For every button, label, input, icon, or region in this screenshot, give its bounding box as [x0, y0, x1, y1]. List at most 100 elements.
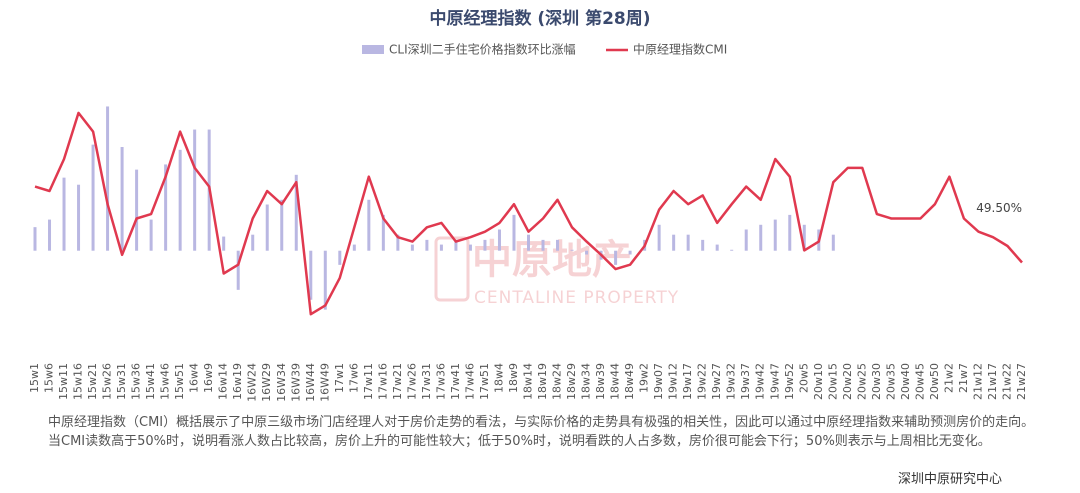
x-tick-label: 18w9: [507, 363, 520, 393]
bar: [730, 249, 734, 251]
bar: [425, 239, 429, 251]
bar: [222, 236, 226, 251]
bar: [323, 250, 327, 310]
x-tick-label: 21w17: [986, 363, 999, 400]
x-tick-label: 18w34: [580, 363, 593, 400]
x-tick-label: 19w22: [696, 363, 709, 400]
bar: [33, 227, 37, 251]
bar: [338, 250, 342, 265]
x-tick-label: 17w51: [478, 363, 491, 400]
chart-title: 中原经理指数 (深圳 第28周): [429, 8, 650, 29]
x-tick-label: 18w19: [536, 363, 549, 400]
bar: [788, 214, 792, 251]
bar: [541, 239, 545, 251]
bar: [497, 229, 501, 251]
x-tick-label: 17w1: [333, 363, 346, 393]
x-tick-label: 20w10: [812, 363, 825, 400]
x-tick-label: 20w25: [855, 363, 868, 400]
x-tick-label: 21w7: [957, 363, 970, 393]
x-tick-label: 15w41: [144, 363, 157, 400]
x-tick-label: 17w6: [347, 363, 360, 393]
bar: [410, 244, 414, 251]
x-tick-label: 15w16: [72, 363, 85, 400]
bar: [831, 234, 835, 251]
x-tick-label: 15w36: [130, 363, 143, 400]
legend-swatch: [362, 45, 384, 54]
x-tick-label: 16w19: [231, 363, 244, 400]
bar: [773, 219, 777, 251]
x-tick-label: 18w39: [594, 363, 607, 400]
x-tick-label: 19w52: [783, 363, 796, 400]
x-tick-label: 19w37: [739, 363, 752, 400]
bar: [280, 199, 284, 251]
x-tick-label: 17w26: [405, 363, 418, 400]
bar: [48, 219, 52, 251]
x-tick-label: 20w20: [841, 363, 854, 400]
bar: [367, 199, 371, 251]
x-tick-label: 15w26: [101, 363, 114, 400]
bar: [193, 129, 197, 251]
bar: [352, 244, 356, 251]
bar: [439, 244, 443, 251]
x-tick-label: 15w1: [28, 363, 41, 393]
bar: [744, 229, 748, 251]
bar: [468, 244, 472, 251]
x-tick-label: 16w9: [202, 363, 215, 393]
x-tick-label: 20w5: [797, 363, 810, 393]
x-tick-label: 15w21: [86, 363, 99, 400]
x-tick-label: 15w31: [115, 363, 128, 400]
bar: [91, 144, 95, 251]
x-tick-label: 21w12: [971, 363, 984, 400]
bar: [396, 234, 400, 251]
bar: [251, 234, 255, 251]
x-tick-label: 16W34: [275, 363, 288, 402]
bar: [715, 244, 719, 251]
bar: [77, 184, 81, 251]
bar: [527, 234, 530, 251]
x-tick-label: 18w4: [492, 363, 505, 393]
bar: [106, 106, 110, 251]
note: 中原经理指数（CMI）概括展示了中原三级市场门店经理人对于房价走势的看法，与实际…: [48, 415, 1035, 449]
x-tick-label: 17w41: [449, 363, 462, 400]
x-tick-label: 17w31: [420, 363, 433, 400]
x-tick-label: 20w50: [928, 363, 941, 400]
x-tick-label: 17w11: [362, 363, 375, 400]
bar: [294, 174, 298, 251]
x-tick-label: 16W49: [318, 363, 331, 402]
x-tick-label: 16w14: [217, 363, 230, 400]
bar: [701, 239, 705, 251]
x-tick-label: 18w49: [623, 363, 636, 400]
bar: [62, 177, 66, 251]
x-tick-label: 19w27: [710, 363, 723, 400]
x-tick-label: 20w35: [884, 363, 897, 400]
bar: [265, 204, 269, 251]
bar: [614, 250, 618, 265]
x-tick-label: 18w44: [609, 363, 622, 400]
legend-label: 中原经理指数CMI: [633, 42, 727, 57]
x-tick-label: 21w2: [942, 363, 955, 393]
bar: [802, 224, 806, 251]
bar: [556, 239, 560, 251]
bar: [120, 147, 124, 251]
x-tick-label: 17w36: [434, 363, 447, 400]
bar: [135, 169, 139, 251]
x-tick-label: 16W39: [289, 363, 302, 402]
bar: [149, 219, 153, 251]
x-tick-label: 16W44: [304, 363, 317, 402]
bar: [236, 250, 240, 290]
x-tick-label: 16w4: [188, 363, 201, 393]
x-tick-label: 15w51: [173, 363, 186, 400]
x-tick-label: 16W24: [246, 363, 259, 402]
x-tick-label: 17w16: [376, 363, 389, 400]
bar: [585, 250, 589, 255]
bar: [570, 249, 574, 251]
x-tick-label: 19w32: [725, 363, 738, 400]
bar: [686, 234, 690, 251]
source: 深圳中原研究中心: [897, 472, 1002, 487]
x-tick-label: 19w47: [768, 363, 781, 400]
x-tick-label: 19w12: [667, 363, 680, 400]
bar: [657, 224, 661, 251]
x-tick-label: 21w27: [1015, 363, 1028, 400]
x-tick-label: 20w30: [870, 363, 883, 400]
